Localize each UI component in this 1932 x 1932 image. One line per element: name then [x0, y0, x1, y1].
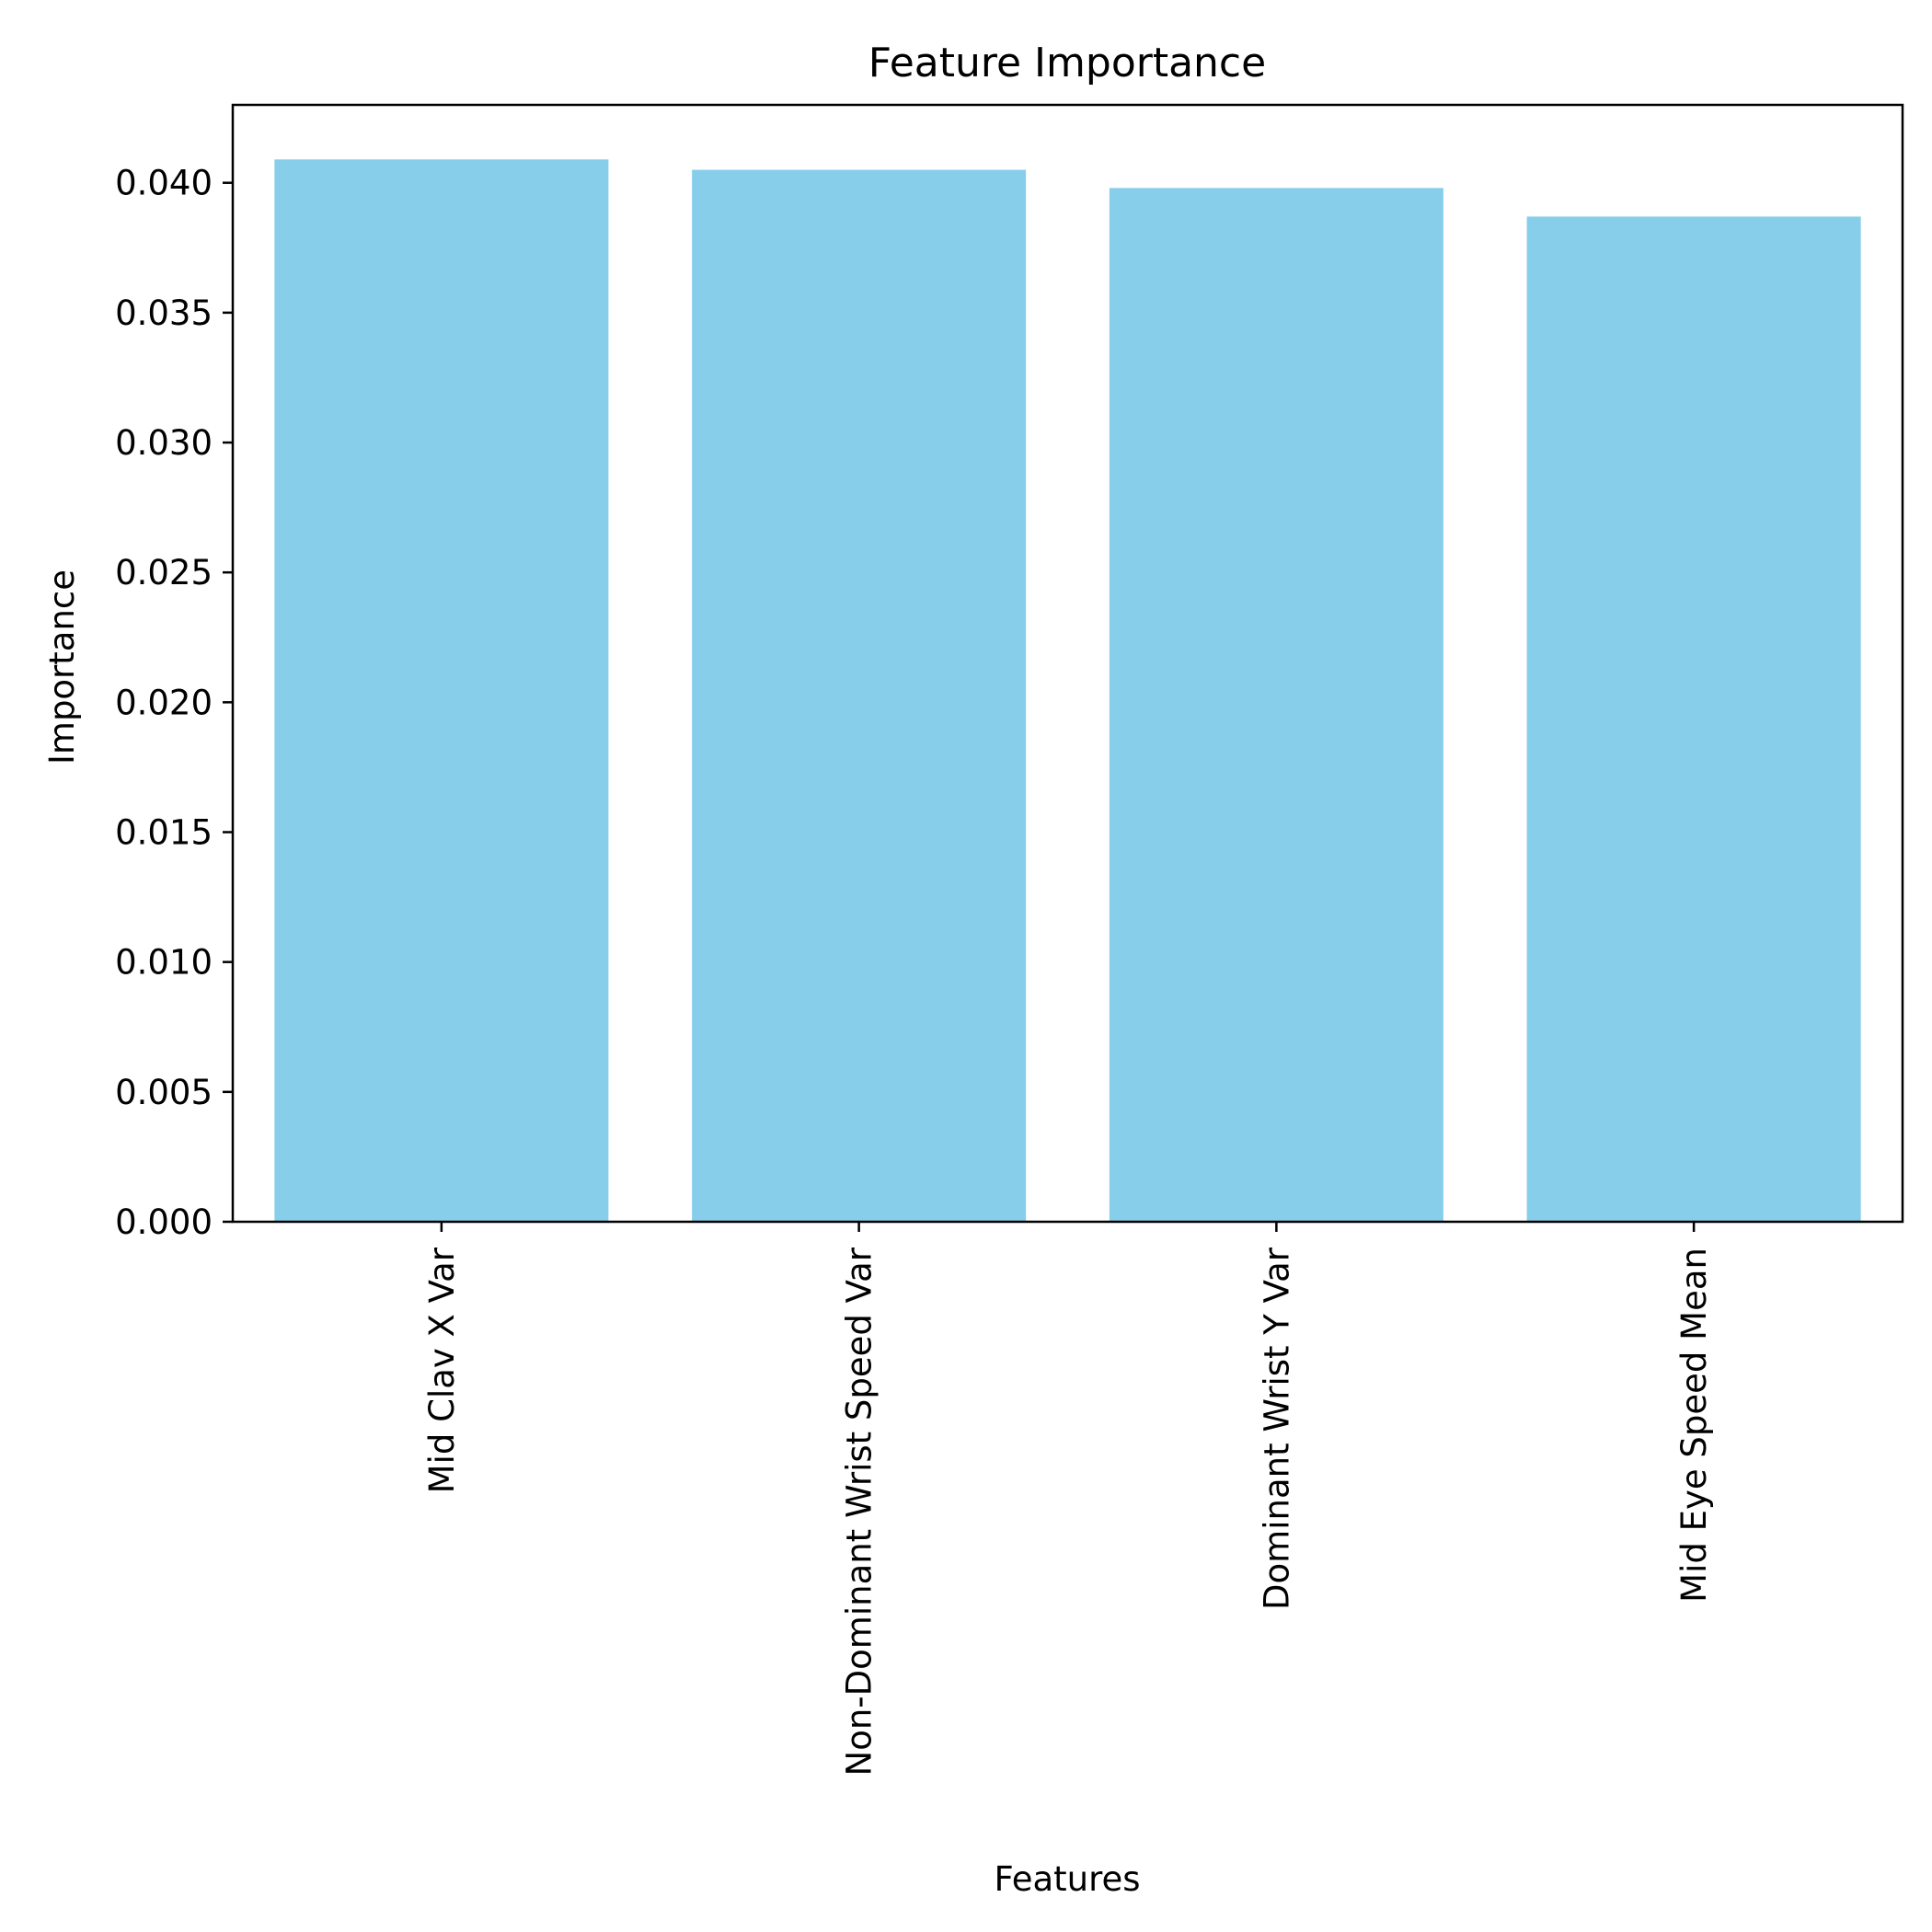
y-tick-label: 0.020: [115, 683, 213, 722]
x-axis-label: Features: [994, 1859, 1140, 1899]
y-tick-label: 0.035: [115, 293, 213, 333]
bar-2: [692, 169, 1027, 1222]
x-tick-label: Non-Dominant Wrist Speed Var: [840, 1247, 880, 1776]
y-tick-label: 0.030: [115, 423, 213, 463]
chart-title: Feature Importance: [868, 40, 1266, 86]
bar-1: [274, 159, 609, 1223]
plot-frame: [231, 103, 1904, 1224]
y-tick-label: 0.000: [115, 1202, 213, 1242]
y-tick-label: 0.015: [115, 813, 213, 853]
x-tick-label: Mid Clav X Var: [422, 1247, 462, 1493]
y-axis-label: Importance: [42, 569, 82, 765]
y-ticks-group: 0.000 0.005 0.010 0.015 0.020 0.025 0.030 0.035…: [115, 164, 233, 1242]
bars-group: [274, 159, 1861, 1223]
bar-3: [1109, 188, 1443, 1222]
y-tick-label: 0.040: [115, 164, 213, 203]
y-tick-label: 0.010: [115, 943, 213, 983]
x-tick-label: Mid Eye Speed Mean: [1674, 1248, 1714, 1603]
bar-4: [1526, 216, 1861, 1222]
x-ticks-group: Mid Clav X Var Non-Dominant Wrist Speed V…: [422, 1222, 1714, 1776]
x-tick-label: Dominant Wrist Y Var: [1257, 1247, 1296, 1610]
y-tick-label: 0.005: [115, 1073, 213, 1112]
y-tick-label: 0.025: [115, 553, 213, 592]
